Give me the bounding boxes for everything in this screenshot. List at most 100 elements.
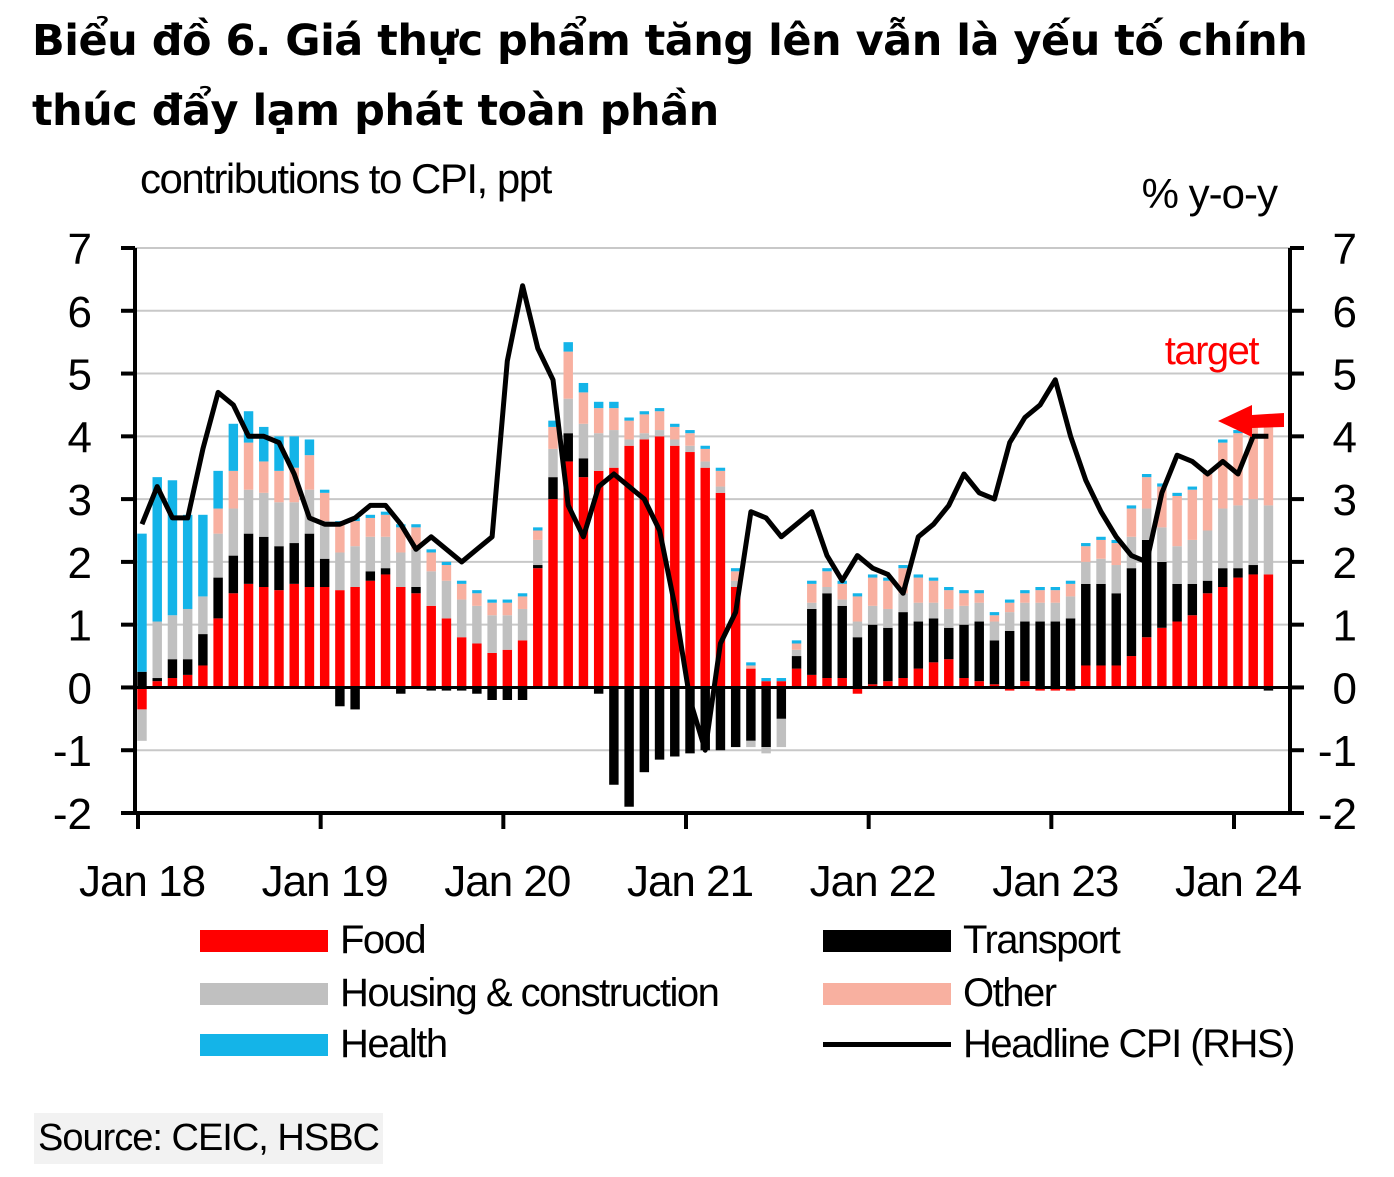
- bar-transport: [1050, 621, 1061, 688]
- bar-other: [1050, 590, 1061, 603]
- bar-housing: [243, 489, 254, 534]
- bar-food: [1050, 687, 1061, 691]
- bar-food: [259, 587, 269, 688]
- bar-other: [1111, 543, 1121, 566]
- bar-health: [274, 436, 284, 471]
- bar-food: [807, 674, 817, 688]
- bar-transport: [883, 627, 893, 682]
- legend-label-housing: Housing & construction: [340, 971, 720, 1015]
- bar-transport: [761, 687, 771, 748]
- bar-housing: [517, 608, 528, 641]
- bar-other: [959, 593, 969, 606]
- bar-housing: [883, 608, 893, 628]
- bar-health: [1126, 505, 1137, 509]
- bar-health: [685, 430, 695, 434]
- legend-label-other: Other: [963, 971, 1057, 1015]
- y-tick-label-right: -2: [1318, 790, 1357, 839]
- bar-transport: [715, 687, 726, 751]
- bar-transport: [472, 687, 482, 694]
- bar-transport: [822, 593, 832, 679]
- bar-transport: [776, 687, 787, 719]
- bar-housing: [1172, 546, 1182, 584]
- bar-food: [1065, 687, 1076, 691]
- right-axis-title: % y-o-y: [1142, 170, 1278, 217]
- bar-transport: [456, 687, 467, 691]
- bar-other: [380, 514, 391, 537]
- bar-housing: [928, 602, 939, 619]
- bar-transport: [426, 687, 436, 691]
- bar-housing: [944, 608, 954, 628]
- bar-food: [274, 590, 284, 688]
- bar-transport: [396, 687, 406, 694]
- bar-health: [487, 599, 497, 603]
- bar-health: [228, 423, 239, 471]
- bar-health: [776, 678, 787, 682]
- legend-label-health: Health: [340, 1022, 448, 1066]
- bar-transport: [274, 546, 284, 591]
- bar-transport: [365, 571, 376, 581]
- legend-swatch-cpi: [823, 1042, 951, 1047]
- bar-food: [609, 467, 619, 688]
- bar-transport: [319, 558, 330, 587]
- bar-other: [365, 517, 376, 537]
- bar-other: [670, 426, 680, 440]
- y-tick-label-left: 3: [68, 476, 92, 525]
- bar-food: [380, 574, 391, 688]
- bar-transport: [1035, 621, 1045, 688]
- bar-health: [654, 408, 665, 412]
- bar-transport: [213, 577, 223, 619]
- bar-other: [289, 467, 299, 503]
- bar-transport: [746, 687, 756, 741]
- bar-food: [959, 678, 969, 688]
- bar-housing: [837, 599, 847, 606]
- bar-other: [1172, 495, 1182, 547]
- bar-other: [259, 461, 269, 493]
- bar-health: [593, 401, 604, 409]
- bar-transport: [152, 678, 162, 682]
- bar-transport: [411, 587, 421, 594]
- bar-housing: [441, 580, 452, 619]
- bar-food: [1126, 656, 1137, 688]
- bar-food: [685, 452, 695, 688]
- bar-health: [1050, 587, 1061, 591]
- bar-other: [1004, 602, 1015, 613]
- bar-food: [198, 665, 208, 688]
- bar-food: [502, 649, 513, 688]
- x-tick-label: Jan 22: [810, 857, 936, 906]
- bar-health: [259, 426, 269, 462]
- bar-other: [1248, 420, 1258, 500]
- y-tick-label-left: 6: [68, 288, 92, 337]
- bar-food: [137, 687, 147, 710]
- bar-other: [1157, 486, 1167, 528]
- bar-health: [944, 587, 954, 591]
- bar-housing: [335, 552, 345, 591]
- bar-food: [487, 652, 497, 688]
- bar-food: [152, 681, 162, 688]
- bar-housing: [152, 621, 162, 679]
- bar-health: [913, 574, 924, 578]
- bar-other: [304, 455, 315, 490]
- bar-housing: [365, 536, 376, 572]
- y-tick-label-right: 6: [1333, 288, 1357, 337]
- bar-health: [852, 593, 863, 597]
- bar-health: [441, 561, 452, 566]
- bar-housing: [1111, 565, 1121, 594]
- bar-housing: [852, 621, 863, 638]
- y-tick-label-right: 1: [1333, 602, 1357, 651]
- bar-health: [365, 514, 376, 518]
- bar-other: [350, 521, 360, 547]
- bar-transport: [944, 627, 954, 660]
- bar-housing: [1096, 558, 1106, 584]
- bar-other: [213, 508, 223, 534]
- bar-other: [989, 615, 1000, 622]
- bar-housing: [487, 615, 497, 653]
- bar-health: [989, 612, 1000, 616]
- bar-other: [791, 643, 802, 650]
- bar-food: [837, 678, 847, 688]
- bar-transport: [1081, 583, 1091, 666]
- bar-other: [243, 442, 254, 490]
- bar-food: [411, 593, 421, 688]
- bar-other: [472, 593, 482, 606]
- bar-housing: [1233, 505, 1243, 569]
- legend-swatch-housing: [200, 982, 328, 1005]
